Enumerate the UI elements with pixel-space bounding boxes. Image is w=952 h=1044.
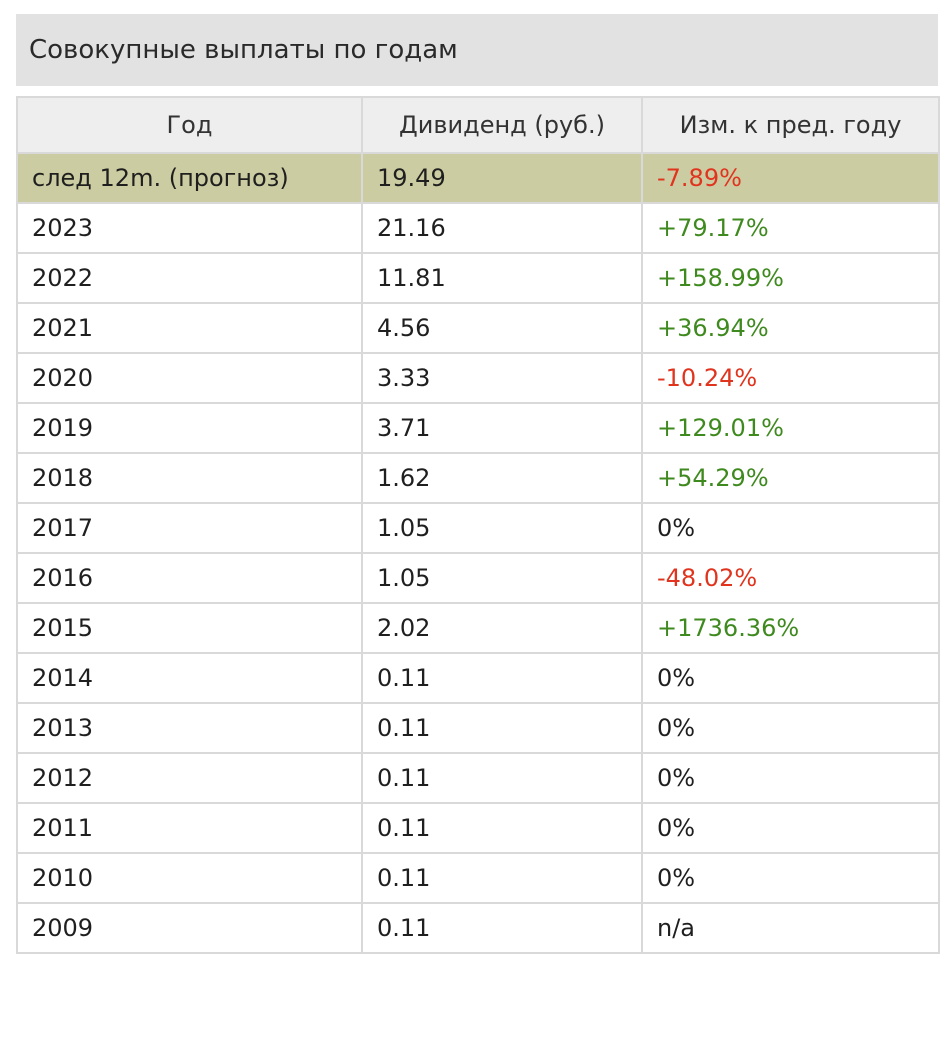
dividend-cell: 11.81 [361, 252, 643, 304]
year-cell: 2009 [16, 902, 363, 954]
section-title: Совокупные выплаты по годам [29, 35, 458, 65]
table-header-row: Год Дивиденд (руб.) Изм. к пред. году [16, 96, 940, 154]
dividend-cell: 0.11 [361, 702, 643, 754]
change-cell: +129.01% [641, 402, 940, 454]
change-cell: +158.99% [641, 252, 940, 304]
year-cell: 2021 [16, 302, 363, 354]
table-row: 2022 11.81 +158.99% [16, 252, 940, 304]
year-cell: 2010 [16, 852, 363, 904]
change-cell: 0% [641, 752, 940, 804]
year-cell: 2011 [16, 802, 363, 854]
change-cell: -10.24% [641, 352, 940, 404]
dividend-cell: 1.05 [361, 552, 643, 604]
dividend-cell: 0.11 [361, 802, 643, 854]
table-row: 2012 0.11 0% [16, 752, 940, 804]
change-cell: -48.02% [641, 552, 940, 604]
dividend-cell: 0.11 [361, 852, 643, 904]
change-cell: +54.29% [641, 452, 940, 504]
table-row: 2020 3.33 -10.24% [16, 352, 940, 404]
year-cell: 2013 [16, 702, 363, 754]
change-cell: +79.17% [641, 202, 940, 254]
change-cell: 0% [641, 852, 940, 904]
dividend-cell: 0.11 [361, 652, 643, 704]
year-cell: 2017 [16, 502, 363, 554]
dividend-cell: 0.11 [361, 752, 643, 804]
change-cell: 0% [641, 502, 940, 554]
table-row: 2018 1.62 +54.29% [16, 452, 940, 504]
year-cell: 2018 [16, 452, 363, 504]
column-header-year: Год [16, 96, 363, 154]
table-row: 2015 2.02 +1736.36% [16, 602, 940, 654]
change-cell: n/a [641, 902, 940, 954]
dividend-cell: 19.49 [361, 152, 643, 204]
table-body: след 12m. (прогноз) 19.49 -7.89% 2023 21.16 +… [16, 152, 940, 954]
table-row: 2016 1.05 -48.02% [16, 552, 940, 604]
table-row: 2023 21.16 +79.17% [16, 202, 940, 254]
table-row: 2021 4.56 +36.94% [16, 302, 940, 354]
year-cell: 2020 [16, 352, 363, 404]
year-cell: 2019 [16, 402, 363, 454]
change-cell: 0% [641, 652, 940, 704]
dividend-cell: 3.71 [361, 402, 643, 454]
dividend-cell: 21.16 [361, 202, 643, 254]
change-cell: +1736.36% [641, 602, 940, 654]
dividend-cell: 0.11 [361, 902, 643, 954]
change-cell: -7.89% [641, 152, 940, 204]
table-row: 2017 1.05 0% [16, 502, 940, 554]
dividend-cell: 1.05 [361, 502, 643, 554]
dividend-cell: 4.56 [361, 302, 643, 354]
year-cell: 2014 [16, 652, 363, 704]
year-cell: след 12m. (прогноз) [16, 152, 363, 204]
change-cell: +36.94% [641, 302, 940, 354]
table-row: 2013 0.11 0% [16, 702, 940, 754]
dividend-table: Год Дивиденд (руб.) Изм. к пред. году сл… [16, 96, 940, 954]
year-cell: 2022 [16, 252, 363, 304]
change-cell: 0% [641, 702, 940, 754]
table-row: 2019 3.71 +129.01% [16, 402, 940, 454]
forecast-row: след 12m. (прогноз) 19.49 -7.89% [16, 152, 940, 204]
year-cell: 2023 [16, 202, 363, 254]
table-row: 2011 0.11 0% [16, 802, 940, 854]
column-header-dividend: Дивиденд (руб.) [361, 96, 643, 154]
dividend-cell: 3.33 [361, 352, 643, 404]
dividend-cell: 2.02 [361, 602, 643, 654]
table-row: 2010 0.11 0% [16, 852, 940, 904]
change-cell: 0% [641, 802, 940, 854]
table-row: 2009 0.11 n/a [16, 902, 940, 954]
section-title-bar: Совокупные выплаты по годам [16, 14, 938, 86]
table-row: 2014 0.11 0% [16, 652, 940, 704]
year-cell: 2016 [16, 552, 363, 604]
year-cell: 2012 [16, 752, 363, 804]
dividend-cell: 1.62 [361, 452, 643, 504]
column-header-change: Изм. к пред. году [641, 96, 940, 154]
year-cell: 2015 [16, 602, 363, 654]
